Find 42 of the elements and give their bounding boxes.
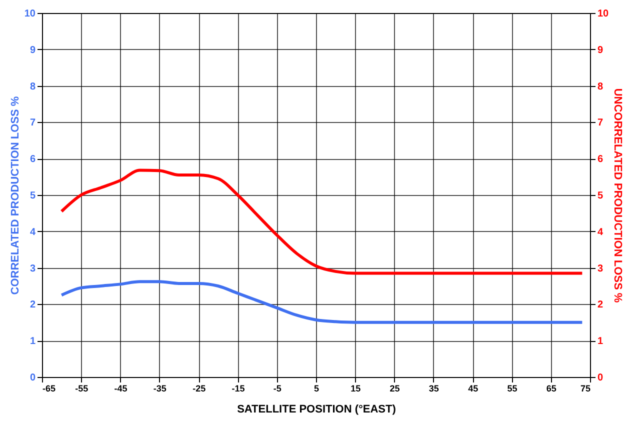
x-tick-label: 5 [314, 384, 320, 394]
x-tick-label: 45 [468, 384, 478, 394]
y2-tick-label: 0 [598, 372, 604, 384]
y-tick-label: 2 [30, 300, 36, 311]
y-tick-label: 8 [30, 81, 36, 92]
x-axis-title: SATELLITE POSITION (°EAST) [237, 404, 396, 416]
y2-tick-label: 7 [598, 118, 604, 129]
y-tick-label: 7 [30, 118, 36, 129]
x-tick-label: 25 [390, 384, 400, 394]
y-tick-label: 1 [30, 336, 36, 348]
x-tick-label: 15 [350, 384, 361, 394]
y2-tick-label: 1 [598, 336, 604, 348]
y-tick-label: 4 [30, 226, 36, 238]
y2-tick-label: 3 [598, 263, 604, 274]
x-tick-label: -15 [232, 384, 245, 394]
y2-tick-label: 5 [598, 190, 604, 202]
y-tick-label: 6 [30, 154, 36, 166]
x-tick-label: -65 [42, 384, 56, 394]
x-tick-label: -5 [273, 384, 282, 394]
y-tick-label: 10 [24, 8, 36, 20]
y2-tick-label: 2 [598, 300, 604, 311]
x-tick-label: 75 [580, 384, 590, 394]
y-tick-label: 9 [30, 44, 36, 56]
y2-axis-title: UNCORRELATED PRODUCTION LOSS % [612, 88, 624, 303]
y2-tick-label: 10 [598, 8, 610, 20]
x-tick-label: 55 [507, 384, 518, 394]
y-axis-title: CORRELATED PRODUCTION LOSS % [9, 96, 22, 295]
y-tick-label: 0 [30, 372, 36, 384]
y-tick-label: 5 [30, 190, 36, 202]
x-tick-label: -35 [153, 384, 166, 394]
y-tick-label: 3 [30, 263, 36, 274]
x-tick-label: 35 [428, 384, 439, 394]
y2-tick-label: 9 [598, 44, 604, 56]
x-tick-label: 65 [546, 384, 556, 394]
x-tick-label: -55 [75, 384, 88, 394]
y2-tick-label: 8 [598, 81, 604, 92]
y2-tick-label: 6 [598, 154, 604, 166]
line-series [60, 280, 584, 324]
y2-tick-label: 4 [598, 226, 604, 238]
x-tick-label: -25 [192, 384, 206, 394]
line-series [60, 168, 584, 275]
x-tick-label: -45 [114, 384, 128, 394]
